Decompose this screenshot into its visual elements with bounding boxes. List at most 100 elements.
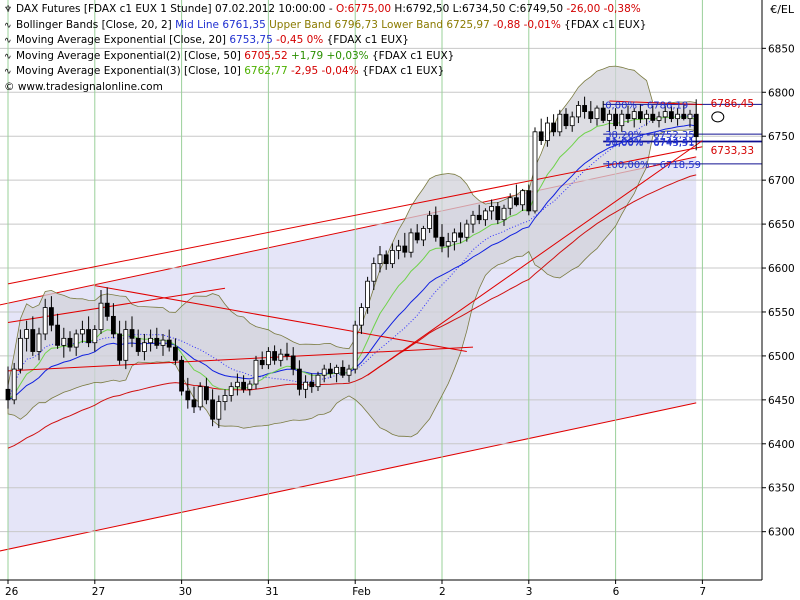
trend-line — [609, 100, 703, 106]
candle-body — [588, 111, 594, 120]
candle — [669, 106, 674, 123]
candle-body — [681, 113, 687, 120]
x-tick-label: 3 — [526, 586, 533, 598]
candle-body — [216, 401, 222, 420]
y-tick-label: 6650 — [768, 219, 795, 231]
fib-label: 50,00% - 6743,51 — [605, 138, 694, 149]
candle-body — [507, 197, 513, 209]
candle — [458, 222, 464, 244]
candle-body — [61, 337, 67, 346]
candle-body — [42, 307, 48, 335]
candle — [36, 327, 42, 361]
candle — [675, 108, 680, 126]
candle-body — [458, 232, 464, 238]
candle — [241, 375, 247, 393]
candle — [148, 329, 154, 352]
candle — [278, 348, 284, 367]
candle-body — [501, 207, 507, 221]
candle-body — [241, 381, 247, 390]
candle-body — [687, 113, 693, 120]
candle-body — [340, 366, 346, 376]
y-tick-label: 6700 — [768, 175, 795, 187]
candle-body — [631, 111, 637, 120]
candle — [427, 210, 433, 233]
candle — [507, 193, 513, 216]
candle-body — [191, 399, 197, 408]
candle — [98, 290, 104, 334]
candle — [290, 347, 296, 376]
candle — [104, 287, 110, 321]
candle-body — [92, 329, 98, 344]
candle — [526, 184, 532, 216]
candle — [681, 104, 687, 121]
candle-body — [569, 116, 575, 127]
candle-body — [358, 307, 364, 326]
candle — [5, 366, 11, 409]
candle — [489, 199, 495, 220]
trend-line — [367, 140, 703, 376]
candle — [259, 351, 265, 370]
candle — [346, 364, 352, 383]
candle — [296, 360, 302, 396]
candle-body — [172, 346, 178, 361]
candle-body — [5, 388, 11, 401]
candle — [557, 109, 563, 137]
candle-body — [625, 113, 631, 120]
candle — [179, 355, 185, 396]
y-tick-label: 6500 — [768, 351, 795, 363]
candle-body — [650, 113, 656, 121]
candle-body — [445, 241, 451, 247]
candle — [321, 364, 327, 383]
candle — [315, 371, 321, 392]
candle — [451, 228, 457, 251]
candle-body — [402, 245, 408, 253]
candle-body — [396, 245, 402, 251]
candle — [408, 228, 414, 258]
candle — [265, 347, 271, 370]
candle-body — [67, 337, 73, 348]
candle — [662, 105, 668, 124]
candle — [588, 101, 594, 124]
candle-body — [73, 333, 79, 348]
candle-body — [532, 131, 538, 212]
candle-body — [451, 232, 457, 243]
candle — [340, 360, 346, 378]
candle-body — [104, 302, 110, 317]
candle-body — [482, 210, 488, 221]
candle-body — [334, 366, 340, 374]
candle — [563, 108, 569, 130]
candle — [389, 243, 395, 269]
candle-body — [439, 236, 445, 247]
candle-body — [185, 390, 191, 401]
candle — [154, 327, 160, 349]
candle — [619, 109, 625, 132]
candle — [129, 316, 135, 348]
x-tick-label: 31 — [265, 586, 278, 598]
candle — [222, 389, 228, 411]
candle-body — [259, 359, 265, 366]
candle — [631, 108, 637, 128]
candle — [569, 111, 575, 132]
candle-body — [389, 250, 395, 265]
candle-body — [327, 368, 333, 374]
candle — [284, 342, 290, 361]
candle — [228, 382, 234, 402]
y-tick-label: 6800 — [768, 87, 795, 99]
candle — [371, 257, 377, 290]
candle-body — [576, 105, 581, 118]
candle-body — [464, 223, 470, 238]
x-tick-label: 6 — [613, 586, 620, 598]
candle — [24, 320, 30, 352]
candle-body — [582, 105, 587, 113]
candle-body — [296, 368, 302, 390]
candle — [309, 373, 315, 393]
trend-line — [7, 146, 703, 285]
candle — [470, 210, 476, 233]
candle — [210, 389, 216, 427]
candle — [594, 105, 600, 126]
candle-body — [309, 381, 315, 388]
x-tick-label: 30 — [179, 586, 192, 598]
candle-body — [253, 359, 259, 385]
candle — [49, 296, 54, 332]
